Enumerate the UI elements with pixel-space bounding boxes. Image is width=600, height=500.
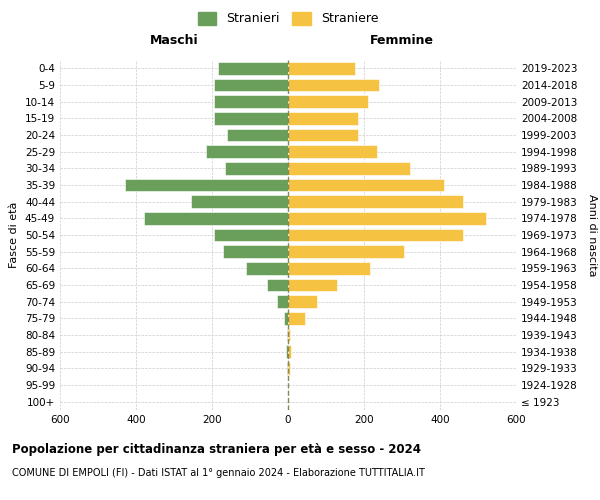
Bar [218,62,288,74]
Bar [226,162,288,174]
Bar [143,212,288,224]
Text: COMUNE DI EMPOLI (FI) - Dati ISTAT al 1° gennaio 2024 - Elaborazione TUTTITALIA.: COMUNE DI EMPOLI (FI) - Dati ISTAT al 1°… [12,468,425,477]
Y-axis label: Fasce di età: Fasce di età [10,202,19,268]
Bar [287,362,288,374]
Bar [214,112,288,124]
Text: Popolazione per cittadinanza straniera per età e sesso - 2024: Popolazione per cittadinanza straniera p… [12,442,421,456]
Y-axis label: Anni di nascita: Anni di nascita [587,194,597,276]
Bar [288,179,444,192]
Bar [227,129,288,141]
Bar [288,312,305,324]
Bar [223,246,288,258]
Bar [288,212,485,224]
Bar [267,279,288,291]
Bar [284,312,288,324]
Bar [288,296,317,308]
Text: Femmine: Femmine [370,34,434,46]
Legend: Stranieri, Straniere: Stranieri, Straniere [193,7,383,30]
Bar [288,262,370,274]
Bar [125,179,288,192]
Bar [191,196,288,208]
Bar [288,346,291,358]
Bar [288,146,377,158]
Bar [214,79,288,92]
Bar [214,229,288,241]
Bar [206,146,288,158]
Bar [288,62,355,74]
Bar [288,129,358,141]
Bar [288,96,368,108]
Bar [288,279,337,291]
Bar [288,362,290,374]
Text: Maschi: Maschi [149,34,199,46]
Bar [286,346,288,358]
Bar [287,329,288,341]
Bar [214,96,288,108]
Bar [288,79,379,92]
Bar [288,329,290,341]
Bar [288,196,463,208]
Bar [277,296,288,308]
Bar [246,262,288,274]
Bar [288,162,410,174]
Bar [288,112,358,124]
Bar [288,246,404,258]
Bar [288,229,463,241]
